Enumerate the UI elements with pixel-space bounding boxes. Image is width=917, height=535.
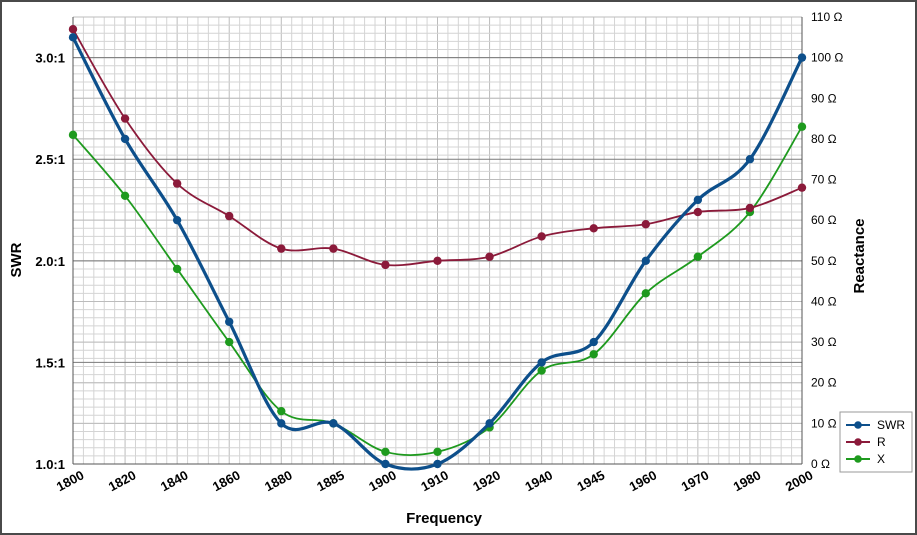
data-point <box>641 289 650 298</box>
legend-label: SWR <box>877 418 905 432</box>
data-point <box>120 191 130 200</box>
legend: SWR RX <box>839 411 913 473</box>
data-point <box>120 134 130 144</box>
x-tick-label: 2000 <box>783 467 816 494</box>
y-tick-label: 1.5:1 <box>35 355 65 370</box>
y-tick-labels: 1.0:1 1.5:1 2.0:1 2.5:1 3.0:1 <box>35 51 65 472</box>
data-point <box>172 179 182 188</box>
data-series <box>68 24 807 471</box>
x-tick-label: 1940 <box>522 467 555 494</box>
y-tick-label: 2.0:1 <box>35 254 65 269</box>
data-point <box>589 350 598 359</box>
data-point <box>433 256 442 266</box>
y-tick-label: 3.0:1 <box>35 51 65 66</box>
data-point <box>225 337 234 347</box>
legend-label: R <box>877 435 886 449</box>
legend-item-swr: SWR <box>846 418 905 432</box>
data-point <box>381 260 390 270</box>
grid-lines <box>72 16 803 465</box>
data-point <box>797 53 807 62</box>
data-point <box>433 447 442 457</box>
legend-marker <box>854 438 862 446</box>
data-point <box>485 252 494 261</box>
data-point <box>277 419 286 428</box>
x-tick-label: 1945 <box>575 467 608 494</box>
x-tick-label: 1920 <box>470 467 503 494</box>
series-r <box>68 24 807 270</box>
y2-tick-label: 80 Ω <box>811 132 837 146</box>
data-point <box>693 252 703 261</box>
data-point <box>693 207 703 217</box>
y2-tick-label: 10 Ω <box>811 416 837 430</box>
data-point <box>277 244 286 253</box>
data-point <box>329 244 338 253</box>
y2-tick-label: 100 Ω <box>811 51 843 65</box>
data-point <box>641 220 650 229</box>
x-tick-label: 1970 <box>679 467 712 494</box>
data-point <box>277 406 286 416</box>
x-tick-label: 1910 <box>418 467 451 494</box>
x-tick-labels: 1800 1820 1840 1860 1880 1885 1900 1910 1920 1940… <box>54 467 816 494</box>
data-point <box>537 366 546 375</box>
y2-tick-label: 60 Ω <box>811 213 837 227</box>
y-tick-label: 1.0:1 <box>35 457 65 472</box>
y2-axis-label: Reactance <box>851 218 868 293</box>
data-point <box>433 459 442 469</box>
data-point <box>485 419 494 428</box>
data-point <box>589 224 598 233</box>
x-tick-label: 1885 <box>314 467 347 494</box>
data-point <box>797 122 807 131</box>
x-tick-label: 1880 <box>262 467 295 494</box>
y2-tick-label: 30 Ω <box>811 335 837 349</box>
series-swr <box>68 33 807 471</box>
y2-tick-label: 20 Ω <box>811 376 837 390</box>
y-axis-label: SWR <box>8 242 25 277</box>
data-point <box>797 183 807 192</box>
y2-tick-label: 40 Ω <box>811 294 837 308</box>
legend-label: X <box>877 452 885 466</box>
x-tick-label: 1840 <box>158 467 191 494</box>
data-point <box>120 114 130 123</box>
data-point <box>172 264 182 274</box>
x-tick-label: 1900 <box>366 467 399 494</box>
x-axis-label: Frequency <box>406 510 483 527</box>
y2-tick-label: 70 Ω <box>811 173 837 187</box>
data-point <box>225 211 234 221</box>
y2-tick-label: 90 Ω <box>811 91 837 105</box>
data-point <box>225 317 234 326</box>
y2-tick-label: 50 Ω <box>811 254 837 268</box>
data-point <box>68 33 78 42</box>
y-tick-label: 2.5:1 <box>35 152 65 167</box>
data-point <box>693 195 703 205</box>
data-point <box>68 130 78 140</box>
data-point <box>381 459 390 469</box>
x-tick-label: 1980 <box>731 467 764 494</box>
data-point <box>381 447 390 457</box>
data-point <box>537 358 546 367</box>
y2-tick-label: 110 Ω <box>811 10 842 24</box>
y2-tick-label: 0 Ω <box>811 457 830 471</box>
legend-marker <box>854 455 862 463</box>
legend-marker <box>854 421 862 429</box>
data-point <box>745 203 755 213</box>
data-point <box>641 256 650 266</box>
data-point <box>589 337 598 347</box>
data-point <box>172 215 182 225</box>
data-point <box>329 419 338 428</box>
data-point <box>537 232 546 241</box>
legend-item-x: X <box>846 452 885 466</box>
legend-item-r: R <box>846 435 886 449</box>
data-point <box>68 24 78 34</box>
x-tick-label: 1860 <box>210 467 243 494</box>
x-tick-label: 1820 <box>106 467 139 494</box>
x-tick-label: 1960 <box>627 467 660 494</box>
data-point <box>745 155 755 164</box>
y2-tick-labels: 0 Ω 10 Ω 20 Ω 30 Ω 40 Ω 50 Ω 60 Ω 70 Ω 80 Ω 90 Ω 1… <box>811 10 843 471</box>
